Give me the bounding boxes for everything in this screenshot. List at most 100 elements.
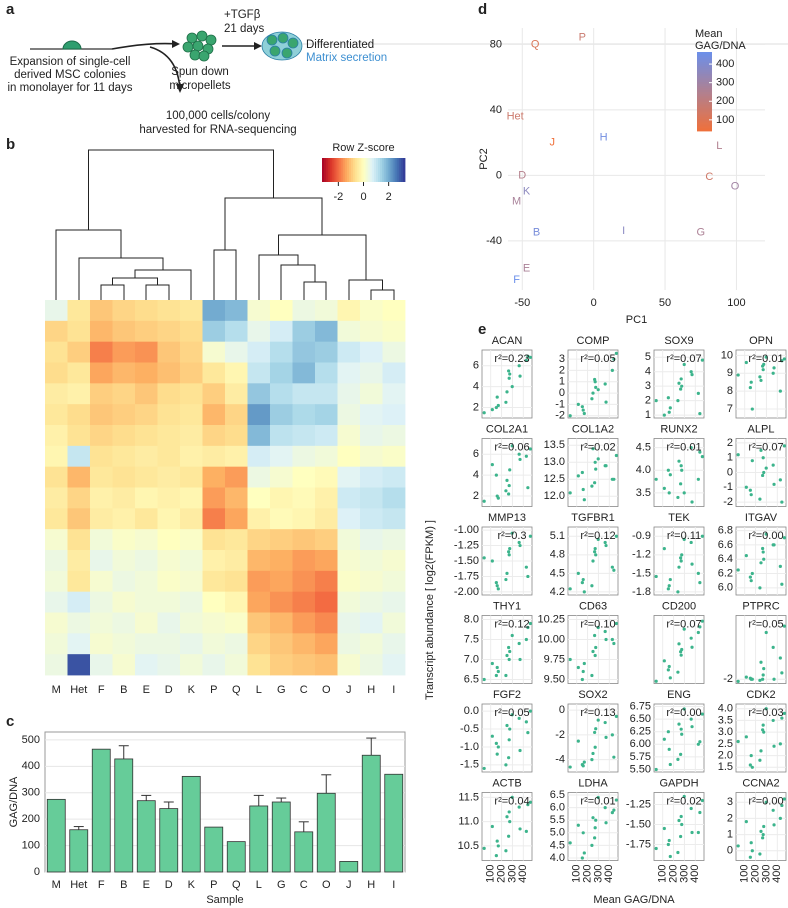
point — [576, 739, 580, 743]
heatmap-cell — [315, 300, 338, 322]
x-tick-label: J — [346, 879, 352, 891]
point — [750, 849, 754, 853]
annotation: r²=0.06 — [494, 441, 529, 453]
y-tick-label: 7.5 — [464, 633, 479, 645]
point — [518, 374, 522, 378]
colorbar-swatch — [373, 158, 377, 182]
annotation: r²=0.3 — [497, 530, 526, 542]
point — [736, 373, 740, 377]
heatmap-cell — [90, 633, 113, 655]
point — [596, 625, 600, 630]
point — [698, 740, 702, 744]
heatmap-cell — [202, 383, 226, 405]
bar — [271, 801, 291, 873]
y-tick-label: -2 — [555, 729, 565, 741]
point — [576, 402, 580, 406]
point — [689, 445, 693, 450]
y-tick-label: 2 — [473, 490, 479, 502]
point — [528, 447, 532, 451]
colorbar-tick-label: 100 — [716, 114, 734, 126]
heatmap-cell — [292, 404, 316, 426]
point — [782, 536, 786, 540]
small-plot-title: ITGAV — [745, 512, 778, 524]
point — [504, 400, 508, 404]
point — [593, 481, 597, 485]
colorbar-swatch — [380, 158, 383, 182]
heatmap-cell — [360, 654, 383, 676]
heatmap-cell — [225, 362, 248, 384]
point — [682, 362, 686, 367]
heatmap-cell — [360, 362, 383, 384]
point — [749, 493, 753, 497]
heatmap-cell — [270, 300, 293, 322]
y-tick-label: 2.0 — [718, 749, 733, 761]
point — [654, 846, 658, 851]
point — [505, 815, 509, 819]
heatmap-cell — [67, 404, 91, 426]
heatmap-cell — [270, 591, 293, 613]
heatmap-cell — [225, 383, 248, 405]
point — [524, 358, 528, 363]
heatmap-cell — [112, 654, 136, 676]
heatmap-cell — [135, 425, 158, 447]
point-label: D — [518, 169, 526, 181]
point — [780, 803, 784, 808]
heatmap-cell — [225, 320, 248, 343]
point — [662, 737, 666, 741]
y-tick-label: -1.5 — [632, 567, 651, 579]
heatmap-cell — [45, 612, 68, 634]
point — [593, 826, 597, 830]
point — [736, 844, 740, 848]
heatmap-cell — [202, 466, 226, 488]
point — [594, 467, 598, 471]
bar — [316, 792, 336, 873]
heatmap-cell — [202, 529, 226, 551]
point — [604, 464, 608, 468]
colorbar-swatch — [697, 75, 712, 79]
point — [593, 550, 597, 554]
point — [758, 586, 762, 590]
point — [780, 716, 784, 720]
x-tick-label: E — [143, 879, 150, 891]
point — [568, 491, 572, 495]
point — [596, 537, 600, 541]
point — [591, 649, 595, 654]
heatmap-cell — [270, 383, 293, 405]
colorbar-swatch — [697, 115, 712, 118]
point — [526, 625, 530, 630]
bar — [91, 748, 111, 873]
heatmap-cell — [67, 570, 91, 593]
annotation: r²=0.04 — [494, 795, 529, 807]
diagram-text: Spun down — [171, 66, 229, 78]
x-tick-label: K — [188, 879, 196, 891]
heatmap-cell — [247, 529, 271, 551]
point — [580, 405, 584, 409]
point — [576, 665, 580, 670]
colorbar-tick-label: -2 — [333, 191, 343, 203]
point — [526, 486, 530, 490]
x-tick-label: 100 — [727, 297, 745, 309]
y-tick-label: 5.1 — [550, 530, 565, 542]
point — [582, 590, 586, 594]
point — [507, 810, 511, 814]
annotation: r²=0.02 — [580, 441, 615, 453]
point — [495, 665, 499, 670]
x-axis-label: PC1 — [626, 314, 647, 326]
point — [698, 450, 702, 454]
column-label: M — [52, 684, 61, 696]
y-tick-label: 5.0 — [550, 827, 565, 839]
colorbar-tick-label: 200 — [716, 95, 734, 107]
heatmap-cell — [180, 550, 203, 572]
point — [610, 565, 614, 569]
colorbar-swatch — [697, 87, 712, 90]
heatmap-cell — [225, 633, 248, 655]
point — [494, 673, 498, 678]
heatmap-cell — [247, 570, 271, 593]
point — [772, 543, 776, 547]
point — [614, 798, 618, 802]
panel-label: b — [6, 136, 15, 153]
point — [780, 671, 784, 675]
y-tick-label: -0.5 — [460, 723, 479, 735]
y-tick-label: 9.50 — [544, 673, 565, 685]
